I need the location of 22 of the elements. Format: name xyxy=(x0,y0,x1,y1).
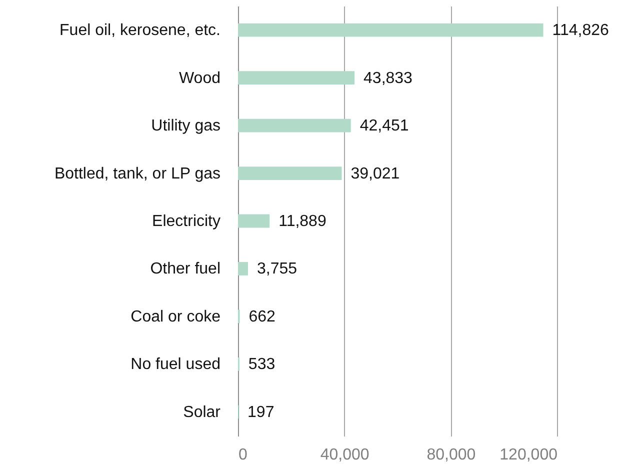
data-label: 3,755 xyxy=(256,260,298,278)
y-tick-label: Solar xyxy=(183,404,222,421)
x-tick-label: 0 xyxy=(238,446,248,464)
y-tick-label: Coal or coke xyxy=(130,308,221,326)
y-tick-label: Bottled, tank, or LP gas xyxy=(54,165,220,182)
y-tick-label: No fuel used xyxy=(130,356,220,374)
x-tick-label: 120,000 xyxy=(500,446,558,464)
data-label: 11,889 xyxy=(278,213,326,230)
x-tick-label: 40,000 xyxy=(320,446,370,464)
data-label: 42,451 xyxy=(360,118,409,135)
y-tick-label: Wood xyxy=(178,70,220,87)
data-label: 533 xyxy=(248,356,276,374)
data-label: 43,833 xyxy=(364,70,413,87)
x-tick-label: 80,000 xyxy=(426,446,476,464)
y-tick-label: Electricity xyxy=(152,213,220,230)
data-label: 114,826 xyxy=(552,22,609,40)
y-tick-label: Fuel oil, kerosene, etc. xyxy=(60,22,220,40)
data-label: 39,021 xyxy=(350,165,400,182)
data-label: 197 xyxy=(248,404,274,421)
data-label: 662 xyxy=(248,308,276,326)
y-tick-label: Other fuel xyxy=(150,260,220,278)
y-tick-label: Utility gas xyxy=(151,118,220,135)
